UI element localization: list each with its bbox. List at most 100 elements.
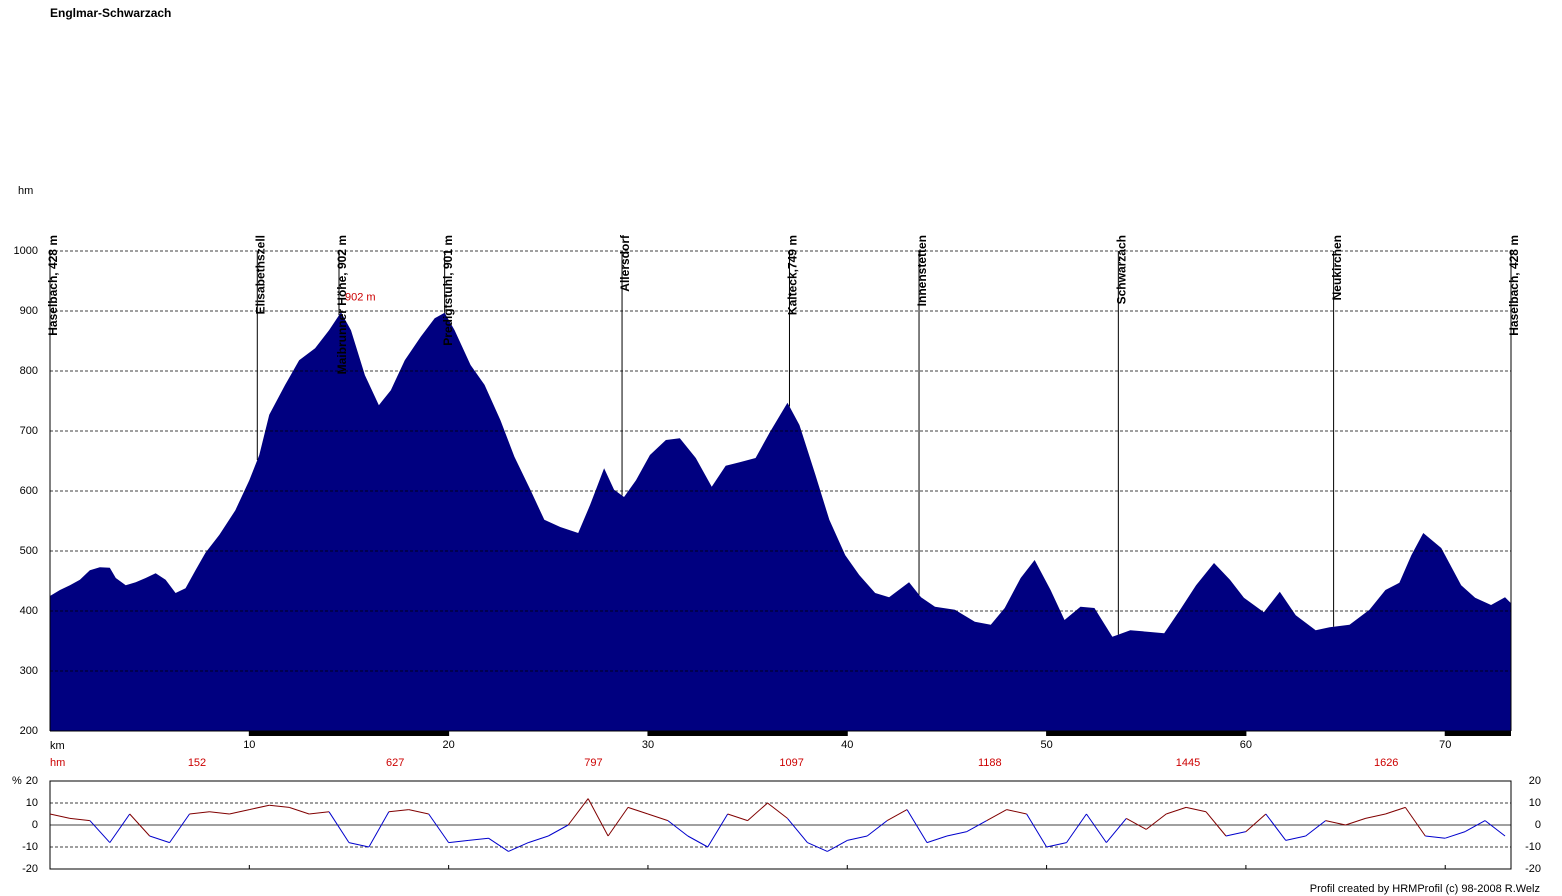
axis-band xyxy=(1046,731,1246,736)
gradient-segment xyxy=(229,809,250,815)
y-tick-label: 400 xyxy=(20,605,38,617)
gradient-segment xyxy=(567,798,589,826)
waypoint-label: Allersdorf xyxy=(618,234,632,292)
y-tick-label: 600 xyxy=(20,485,38,497)
gradient-segment xyxy=(866,820,888,837)
y-tick-label: 500 xyxy=(20,545,38,557)
climb-value: 627 xyxy=(386,757,404,769)
waypoint-label: Kalteck,749 m xyxy=(786,235,800,315)
axis-band xyxy=(249,731,449,736)
climb-value: 152 xyxy=(188,757,206,769)
gradient-segment xyxy=(1265,813,1287,841)
gradient-segment xyxy=(926,835,948,844)
gradient-segment xyxy=(1445,831,1466,839)
gradient-segment xyxy=(1464,820,1486,833)
x-tick-label: 10 xyxy=(243,739,255,751)
waypoint-label: Predigtstuhl, 901 m xyxy=(441,235,455,346)
y-tick-label: 20 xyxy=(26,775,38,787)
gradient-segment xyxy=(1245,813,1267,832)
gradient-segment xyxy=(847,835,868,841)
gradient-segment xyxy=(1066,813,1087,843)
gradient-segment xyxy=(269,804,290,808)
gradient-segment xyxy=(548,824,569,837)
gradient-segment xyxy=(767,802,788,819)
gradient-segment xyxy=(966,820,988,833)
gradient-segment xyxy=(1026,813,1048,848)
gradient-segment xyxy=(149,835,170,844)
waypoint-label: Elisabethszell xyxy=(253,235,267,314)
y-tick-label: 0 xyxy=(32,819,38,831)
plot-frame xyxy=(49,780,1512,870)
axis-band xyxy=(647,731,848,736)
x-axis-label: km xyxy=(50,740,65,752)
gradient-segment xyxy=(1006,809,1027,815)
gradient-segment xyxy=(249,804,270,811)
gradient-segment xyxy=(1046,842,1067,848)
gradient-segment xyxy=(1385,806,1406,815)
y-tick-label: 1000 xyxy=(14,245,38,257)
gradient-segment xyxy=(1325,820,1346,826)
climb-value: 1445 xyxy=(1176,757,1200,769)
gradient-segment xyxy=(388,809,409,813)
y-tick-label-right: -10 xyxy=(1525,841,1541,853)
y-tick-label: 300 xyxy=(20,665,38,677)
gradient-segment xyxy=(528,835,549,844)
gradient-segment xyxy=(1166,806,1187,815)
gradient-segment xyxy=(1365,813,1386,819)
climb-value: 1097 xyxy=(779,757,803,769)
y-tick-label-right: -20 xyxy=(1525,863,1541,875)
x-tick-label: 30 xyxy=(642,739,654,751)
gradient-segment xyxy=(946,831,967,837)
y-tick-label: -10 xyxy=(22,841,38,853)
gradient-segment xyxy=(607,807,629,837)
gradient-segment xyxy=(189,811,210,815)
gradient-segment xyxy=(1425,835,1446,839)
gradient-segment xyxy=(1086,813,1107,843)
gradient-segment xyxy=(1484,820,1506,837)
waypoint-label: Haselbach, 428 m xyxy=(46,235,60,336)
gradient-segment xyxy=(348,842,370,848)
gradient-segment xyxy=(488,837,509,852)
gradient-segment xyxy=(428,813,450,843)
gradient-segment xyxy=(827,839,848,852)
waypoint-label: Schwarzach xyxy=(1115,235,1129,304)
y-tick-label: 700 xyxy=(20,425,38,437)
gradient-segment xyxy=(1345,817,1366,826)
climb-value: 1188 xyxy=(978,757,1002,769)
gradient-segment xyxy=(667,820,689,837)
gradient-segment xyxy=(69,817,90,822)
gradient-segment xyxy=(448,839,469,844)
y-tick-label-right: 20 xyxy=(1529,775,1541,787)
axis-band xyxy=(1445,731,1511,736)
gradient-segment xyxy=(209,811,230,815)
gradient-segment xyxy=(787,818,808,843)
gradient-segment xyxy=(468,837,489,841)
gradient-segment xyxy=(508,842,529,852)
gradient-segment xyxy=(1186,806,1207,813)
y-tick-label: 800 xyxy=(20,365,38,377)
gradient-segment xyxy=(1105,818,1127,843)
waypoint-label: Innenstetten xyxy=(915,235,929,306)
gradient-segment xyxy=(109,813,131,843)
x-tick-label: 70 xyxy=(1439,739,1451,751)
gradient-segment xyxy=(49,813,71,819)
credit: Profil created by HRMProfil (c) 98-2008 … xyxy=(1310,883,1540,895)
gradient-segment xyxy=(289,806,310,815)
x-tick-label: 40 xyxy=(841,739,853,751)
gradient-segment xyxy=(169,813,190,843)
gradient-segment xyxy=(1305,820,1326,837)
waypoint-label: Maibrunner Höhe, 902 m xyxy=(335,235,349,374)
waypoint-label: Haselbach, 428 m xyxy=(1507,235,1521,336)
climb-value: 1626 xyxy=(1374,757,1398,769)
gradient-segment xyxy=(1225,831,1247,837)
y-tick-label: 10 xyxy=(26,797,38,809)
annotation: 902 m xyxy=(345,292,376,304)
climb-value: 797 xyxy=(584,757,602,769)
gradient-segment xyxy=(408,809,429,815)
y-tick-label-right: 10 xyxy=(1529,797,1541,809)
gradient-segment xyxy=(1205,811,1227,837)
climb-label: hm xyxy=(50,757,65,769)
y-tick-label: 200 xyxy=(20,725,38,737)
y-tick-label: 900 xyxy=(20,305,38,317)
